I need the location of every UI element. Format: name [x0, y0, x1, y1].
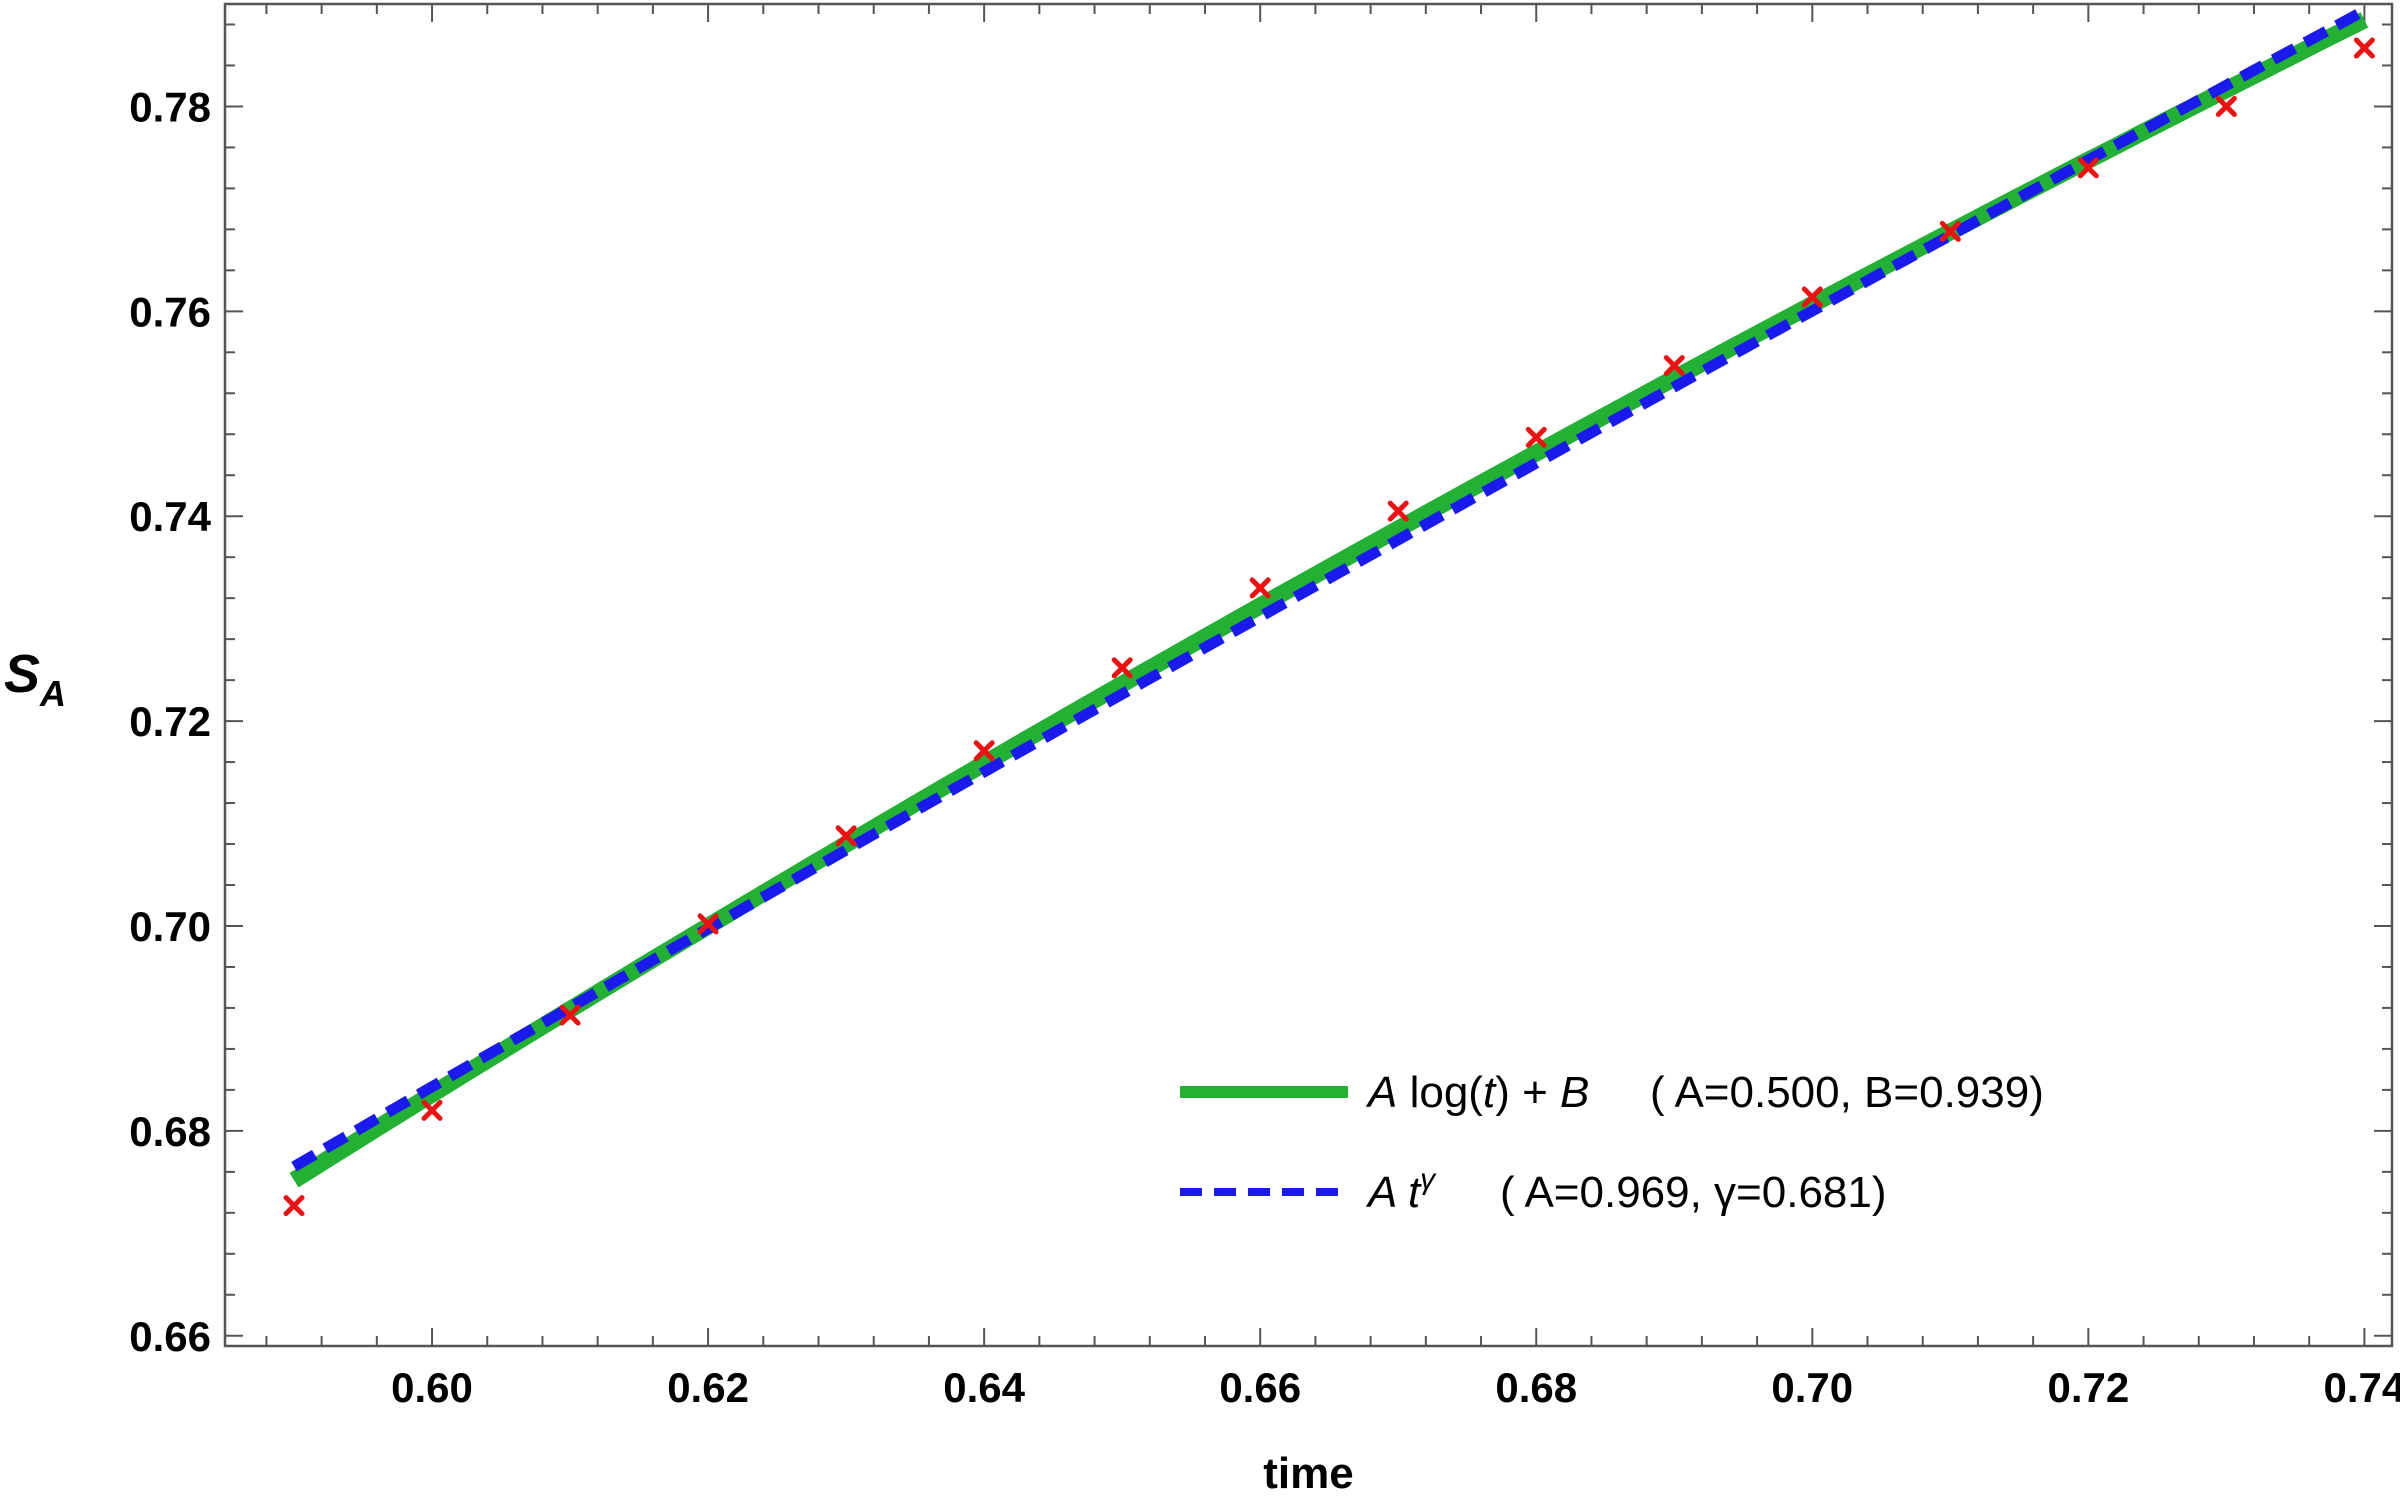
x-tick-label: 0.72: [2047, 1364, 2129, 1411]
x-tick-label: 0.66: [1219, 1364, 1301, 1411]
legend-params-power-fit: ( A=0.969, γ=0.681): [1500, 1168, 1887, 1217]
data-points: [283, 37, 2375, 1217]
fit-lines: [289, 5, 2369, 1188]
x-tick-label: 0.62: [667, 1364, 749, 1411]
y-axis-title: SA: [4, 644, 66, 714]
y-tick-label: 0.76: [129, 288, 211, 335]
data-point: [1663, 355, 1685, 377]
data-point: [835, 825, 857, 847]
data-point: [2215, 95, 2237, 117]
data-point: [1249, 577, 1271, 599]
ticks: [225, 4, 2392, 1346]
x-tick-label: 0.64: [943, 1364, 1025, 1411]
data-point: [697, 913, 719, 935]
legend: A log(t) + B ( A=0.500, B=0.939) A tγ ( …: [1180, 1068, 2044, 1217]
legend-log-plus: ) +: [1495, 1068, 1560, 1117]
y-axis-title-sub: A: [39, 673, 66, 714]
y-tick-label: 0.78: [129, 83, 211, 130]
legend-power-gamma: γ: [1420, 1163, 1437, 1196]
data-point: [421, 1099, 443, 1121]
y-tick-label: 0.74: [129, 493, 211, 540]
legend-label-power-fit: A tγ: [1365, 1163, 1437, 1217]
y-tick-label: 0.68: [129, 1108, 211, 1155]
x-tick-label: 0.74: [2324, 1364, 2400, 1411]
data-point: [1525, 426, 1547, 448]
legend-log-B: B: [1560, 1068, 1589, 1117]
x-tick-label: 0.60: [391, 1364, 473, 1411]
legend-params-log-fit: ( A=0.500, B=0.939): [1650, 1068, 2044, 1117]
y-tick-label: 0.72: [129, 698, 211, 745]
tick-labels: 0.60 0.62 0.64 0.66 0.68 0.70 0.72 0.74 0.66 0.68…: [129, 83, 2400, 1411]
legend-log-fn: log(: [1397, 1068, 1483, 1117]
legend-power-At: A t: [1365, 1168, 1422, 1217]
series-line-power-fit: [291, 5, 2368, 1172]
data-point: [973, 740, 995, 762]
data-point: [1387, 500, 1409, 522]
y-tick-label: 0.66: [129, 1313, 211, 1360]
x-tick-label: 0.68: [1495, 1364, 1577, 1411]
x-tick-label: 0.70: [1771, 1364, 1853, 1411]
data-point: [1801, 286, 1823, 308]
data-point: [1939, 220, 1961, 242]
data-point: [559, 1004, 581, 1026]
data-point: [283, 1195, 305, 1217]
data-point: [2353, 37, 2375, 59]
data-point: [1111, 657, 1133, 679]
y-axis-title-main: S: [4, 644, 40, 704]
plot-frame: [223, 2, 2394, 1348]
x-axis-title: time: [1263, 1449, 1353, 1498]
legend-log-A: A: [1365, 1068, 1397, 1117]
data-point: [2077, 157, 2099, 179]
legend-label-log-fit: A log(t) + B: [1365, 1068, 1589, 1117]
y-tick-label: 0.70: [129, 903, 211, 950]
series-line-log-fit: [289, 12, 2369, 1188]
legend-log-t: t: [1483, 1068, 1497, 1117]
